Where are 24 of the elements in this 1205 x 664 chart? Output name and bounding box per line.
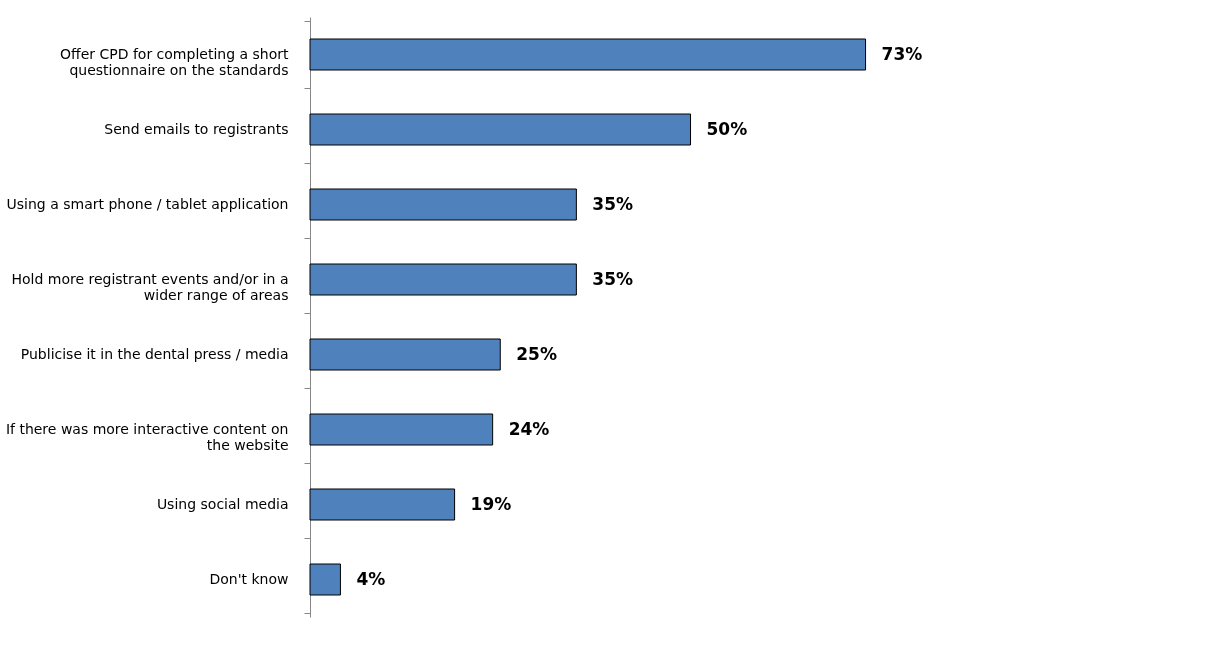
y-tick-label: Publicise it in the dental press / media [20, 346, 289, 362]
data-label: 50% [706, 118, 748, 139]
data-label: 4% [356, 568, 386, 589]
data-label: 19% [470, 493, 512, 514]
bar [309, 38, 867, 71]
y-tick-label: Send emails to registrants [104, 121, 289, 137]
data-label: 73% [881, 43, 923, 64]
y-tick-label: Using a smart phone / tablet application [6, 196, 289, 212]
bar [309, 413, 494, 446]
data-label: 35% [592, 268, 634, 289]
bar [309, 563, 341, 596]
bar [309, 263, 577, 296]
bar [309, 338, 501, 371]
data-label: 25% [516, 343, 557, 364]
y-tick-label: Offer CPD for completing a short questionnaire on the standards [59, 46, 289, 78]
data-label: 35% [592, 193, 634, 214]
y-tick-label: Hold more registrant events and/or in a wider range of areas [11, 271, 289, 303]
y-tick-label: If there was more interactive content on the website [5, 421, 289, 453]
y-tick-label: Using social media [156, 496, 289, 512]
bar [309, 113, 692, 146]
bar [309, 188, 577, 221]
bar [309, 488, 456, 521]
data-label: 24% [508, 418, 550, 439]
y-tick-label: Don't know [209, 571, 289, 587]
